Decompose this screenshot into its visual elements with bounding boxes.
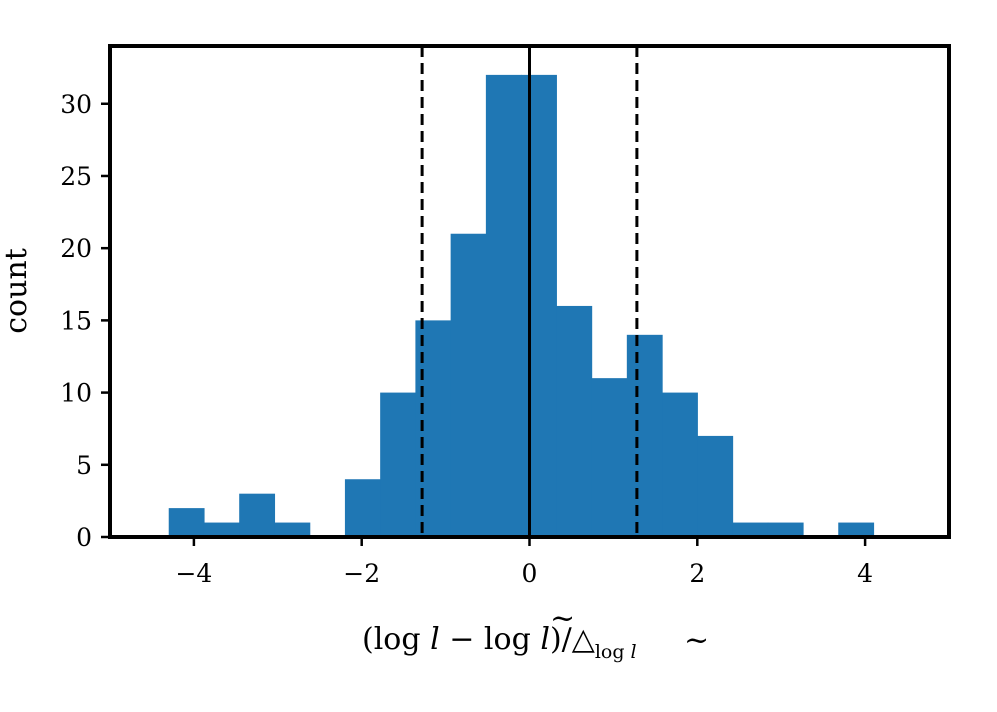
x-axis-ticks: −4 −2 0 2 4 [175,537,873,588]
y-axis-ticks: 0 5 10 15 20 25 30 [60,90,110,552]
histogram-bar [521,74,557,537]
x-label-tilde: ~ [550,601,575,636]
y-tick-label: 25 [60,162,92,191]
y-tick-label: 5 [76,451,92,480]
x-tick-label: 4 [857,559,873,588]
y-axis-label: count [0,248,34,334]
histogram-bar [697,435,734,537]
histogram-bar [450,233,487,537]
y-tick-label: 10 [60,379,92,408]
histogram-bar [662,392,698,537]
histogram-bar [274,522,311,537]
y-tick-label: 30 [60,90,92,119]
histogram-bar [556,305,593,537]
x-label-sub-tilde: ~ [684,623,709,658]
bars-group [168,74,875,537]
histogram-bar [239,493,276,537]
histogram-bar [591,378,628,537]
y-tick-label: 20 [60,234,92,263]
histogram-bar [485,74,522,537]
histogram-bar [344,479,381,537]
histogram-bar [767,522,804,537]
svg-text:(log l − log l)/△log l: (log l − log l)/△log l [362,622,637,663]
histogram-bar [732,522,769,537]
x-tick-label: −2 [343,559,380,588]
y-tick-label: 15 [60,306,92,335]
y-tick-label: 0 [76,523,92,552]
x-tick-label: −4 [175,559,212,588]
histogram-bar [380,392,416,537]
histogram-bar [838,522,875,537]
x-tick-label: 2 [689,559,705,588]
x-tick-label: 0 [522,559,538,588]
histogram-bar [203,522,240,537]
reference-lines-group [420,46,639,537]
x-axis-label: (log l − log l)/△log l ~ ~ [362,601,709,663]
histogram-bar [626,334,663,537]
histogram-bar [168,508,205,537]
